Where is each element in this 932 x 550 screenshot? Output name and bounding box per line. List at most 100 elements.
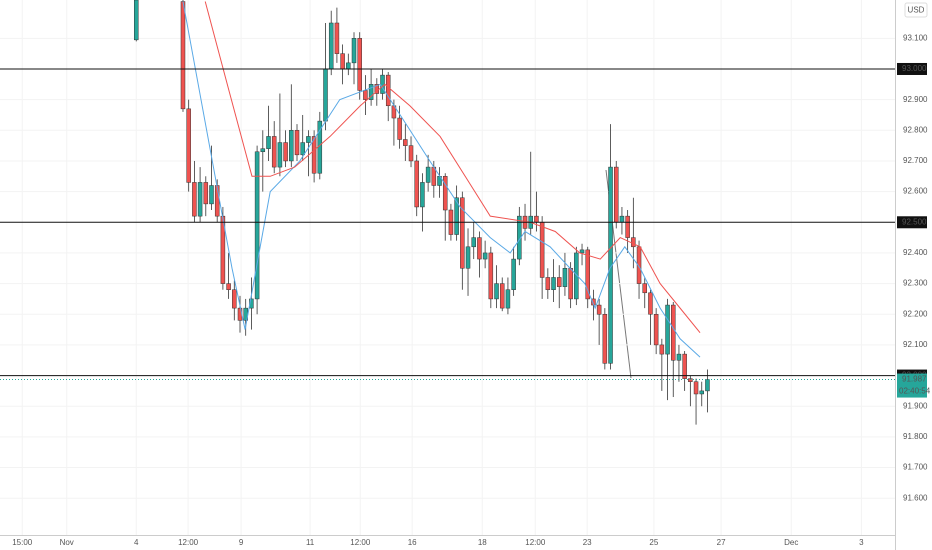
candle-body (186, 108, 191, 183)
candle-body (488, 252, 494, 300)
candle-body (642, 283, 647, 294)
grid (0, 0, 895, 535)
candle-body (334, 22, 340, 54)
candle-body (574, 252, 579, 300)
candle-body (613, 166, 619, 223)
y-tick-label: 92.800 (903, 125, 928, 134)
last-price-tag (897, 373, 927, 398)
x-tick-label: 12:00 (525, 538, 546, 547)
x-tick-label: Nov (60, 538, 74, 547)
currency-badge[interactable] (904, 2, 928, 18)
candle-body (226, 283, 231, 290)
candle-body (283, 142, 288, 162)
candle-body (289, 130, 294, 162)
x-tick-label: 11 (306, 538, 315, 547)
candle-body (670, 304, 676, 361)
candle-body (665, 304, 670, 355)
candle-body (625, 215, 630, 238)
y-tick-label: 91.700 (903, 463, 928, 472)
level-label: 92.500 (902, 217, 927, 226)
candle-body (340, 53, 345, 70)
candle-body (357, 38, 362, 91)
level-tag (897, 216, 927, 229)
candle-body (254, 151, 260, 300)
candle-body (471, 237, 476, 248)
x-tick-label: 4 (134, 538, 139, 547)
candle-body (676, 353, 682, 361)
candle-body (351, 38, 357, 64)
y-tick-label: 91.900 (903, 401, 928, 410)
x-tick-label: 9 (239, 538, 244, 547)
y-tick-label: 93.100 (903, 33, 928, 42)
candle-body (699, 390, 704, 395)
candle-body (311, 136, 317, 174)
candle-body (693, 381, 699, 395)
y-tick-label: 91.800 (903, 432, 928, 441)
y-tick-label: 92.900 (903, 95, 928, 104)
candle-body (323, 68, 328, 122)
candle-body (277, 142, 283, 168)
candle-body (688, 378, 693, 382)
x-tick-label: 3 (859, 538, 864, 547)
currency: USD (908, 6, 925, 15)
candle-body (705, 379, 710, 392)
candle-body (300, 142, 305, 156)
x-tick-label: 25 (649, 538, 658, 547)
x-tick-label: 12:00 (350, 538, 371, 547)
x-tick-label: 27 (717, 538, 726, 547)
x-tick-label: 18 (478, 538, 487, 547)
x-tick-label: 12:00 (178, 538, 199, 547)
candle-body (477, 237, 482, 260)
candle-body (659, 344, 665, 355)
candle-body (682, 353, 687, 379)
moving-average (182, 1, 701, 358)
candle-body (648, 292, 653, 315)
y-tick-label: 92.300 (903, 279, 928, 288)
candle-body (442, 176, 448, 211)
candle-body (232, 289, 237, 309)
candle-body (363, 90, 368, 100)
candle-body (133, 0, 139, 41)
y-tick-label: 91.600 (903, 493, 928, 502)
candle-body (585, 249, 590, 300)
candle-body (266, 136, 271, 149)
candle-body (346, 62, 351, 70)
y-tick-label: 92.600 (903, 187, 928, 196)
candle-body (209, 185, 214, 205)
level-tag (897, 62, 927, 75)
candle-body (454, 197, 459, 235)
candle-body (203, 182, 209, 205)
candle-body (397, 117, 402, 140)
countdown: 02:40:54 (899, 387, 931, 396)
candle-body (602, 314, 608, 364)
candle-body (260, 148, 266, 153)
candle-body (271, 136, 277, 168)
candle-body (545, 277, 551, 290)
candle-body (414, 160, 419, 208)
candle-body (556, 277, 562, 287)
x-tick-label: Dec (784, 538, 798, 547)
candle-body (197, 182, 203, 217)
candle-body (385, 74, 391, 107)
candle-body (482, 252, 488, 260)
candle-body (562, 268, 568, 287)
candle-body (653, 314, 659, 346)
candle-body (551, 277, 556, 290)
candle-body (534, 215, 539, 223)
candle-body (420, 182, 425, 208)
candle-body (505, 289, 511, 309)
candle-body (494, 283, 499, 300)
candle-body (192, 182, 197, 217)
candle-body (328, 22, 334, 70)
y-tick-label: 92.400 (903, 248, 928, 257)
marks (0, 0, 895, 535)
candle-body (619, 215, 625, 223)
y-tick-label: 92.200 (903, 309, 928, 318)
candle-body (408, 145, 414, 162)
last-price-label: 91.987 (902, 375, 927, 384)
candle-body (465, 246, 471, 269)
candle-body (460, 197, 465, 269)
candle-body (499, 283, 505, 309)
